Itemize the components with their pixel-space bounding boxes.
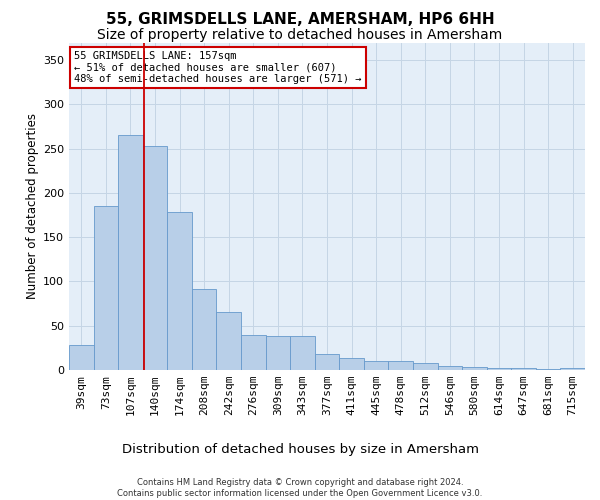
Text: 55, GRIMSDELLS LANE, AMERSHAM, HP6 6HH: 55, GRIMSDELLS LANE, AMERSHAM, HP6 6HH [106, 12, 494, 28]
Bar [339, 358, 364, 370]
Bar [217, 312, 241, 370]
Bar [241, 334, 266, 370]
Bar [143, 146, 167, 370]
Bar [315, 354, 339, 370]
Text: Size of property relative to detached houses in Amersham: Size of property relative to detached ho… [97, 28, 503, 42]
Bar [94, 206, 118, 370]
Bar [167, 212, 192, 370]
Bar [388, 361, 413, 370]
Y-axis label: Number of detached properties: Number of detached properties [26, 114, 39, 299]
Bar [413, 363, 437, 370]
Bar [118, 136, 143, 370]
Bar [266, 336, 290, 370]
Text: Distribution of detached houses by size in Amersham: Distribution of detached houses by size … [121, 442, 479, 456]
Bar [511, 368, 536, 370]
Bar [437, 366, 462, 370]
Bar [364, 361, 388, 370]
Text: Contains HM Land Registry data © Crown copyright and database right 2024.
Contai: Contains HM Land Registry data © Crown c… [118, 478, 482, 498]
Bar [462, 368, 487, 370]
Bar [69, 345, 94, 370]
Bar [192, 288, 217, 370]
Bar [487, 368, 511, 370]
Text: 55 GRIMSDELLS LANE: 157sqm
← 51% of detached houses are smaller (607)
48% of sem: 55 GRIMSDELLS LANE: 157sqm ← 51% of deta… [74, 50, 362, 84]
Bar [536, 369, 560, 370]
Bar [560, 368, 585, 370]
Bar [290, 336, 315, 370]
